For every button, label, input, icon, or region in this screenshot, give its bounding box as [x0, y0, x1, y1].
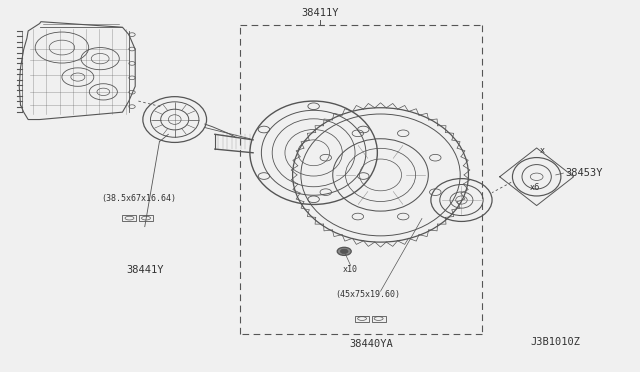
Circle shape: [337, 247, 351, 256]
Bar: [139, 215, 153, 221]
Bar: [355, 315, 369, 321]
Text: x: x: [540, 147, 544, 155]
Text: 38453Y: 38453Y: [565, 168, 603, 178]
Text: (38.5x67x16.64): (38.5x67x16.64): [101, 193, 176, 203]
Circle shape: [340, 249, 348, 254]
Text: (45x75x19.60): (45x75x19.60): [335, 290, 400, 299]
Text: x10: x10: [343, 265, 358, 275]
Text: 38441Y: 38441Y: [126, 265, 163, 275]
Text: J3B1010Z: J3B1010Z: [531, 337, 580, 347]
Text: 38411Y: 38411Y: [301, 8, 339, 18]
Text: x6: x6: [530, 183, 541, 192]
Text: 38440YA: 38440YA: [349, 339, 393, 349]
Bar: [372, 315, 386, 321]
Bar: [122, 215, 136, 221]
